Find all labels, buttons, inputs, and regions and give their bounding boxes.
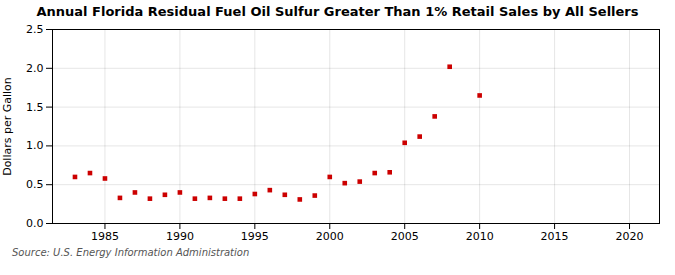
svg-text:2.0: 2.0: [26, 62, 44, 75]
svg-text:1995: 1995: [241, 230, 269, 243]
svg-text:0.5: 0.5: [26, 178, 44, 191]
svg-text:1.0: 1.0: [26, 139, 44, 152]
svg-text:2020: 2020: [616, 230, 644, 243]
svg-text:2.5: 2.5: [26, 23, 44, 36]
svg-text:2015: 2015: [541, 230, 569, 243]
svg-text:2000: 2000: [316, 230, 344, 243]
svg-text:1985: 1985: [91, 230, 119, 243]
svg-text:0.0: 0.0: [26, 217, 44, 230]
html-text:Source: U.S. Energy Informatio: Source: U.S. Energy Information Administ…: [12, 247, 250, 258]
svg-text:2005: 2005: [391, 230, 419, 243]
svg-text:Dollars per Gallon: Dollars per Gallon: [1, 77, 14, 176]
svg-text:1990: 1990: [166, 230, 194, 243]
svg-text:1.5: 1.5: [26, 101, 44, 114]
svg-text:2010: 2010: [466, 230, 494, 243]
html-text:Annual Florida Residual Fuel O: Annual Florida Residual Fuel Oil Sulfur …: [36, 4, 639, 19]
